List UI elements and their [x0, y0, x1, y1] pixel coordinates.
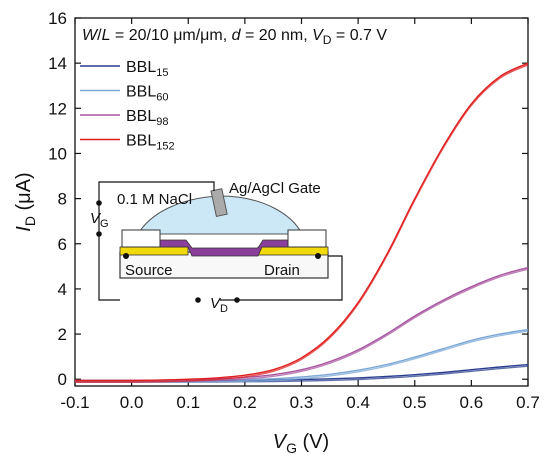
x-tick-label: 0.3	[290, 393, 314, 412]
series-line	[75, 266, 528, 382]
series-layer	[75, 62, 528, 383]
x-tick-label: 0.7	[516, 393, 540, 412]
source-terminal-dot	[123, 253, 129, 259]
series-line-trace	[75, 330, 528, 383]
x-tick-label: 0.6	[460, 393, 484, 412]
series-line	[75, 62, 528, 382]
y-tick-label: 0	[58, 370, 67, 389]
drain-label: Drain	[264, 262, 300, 279]
x-tick-label: 0.2	[233, 393, 257, 412]
x-tick-label: 0.0	[120, 393, 144, 412]
legend: BBL15 BBL60 BBL98 BBL152	[80, 59, 175, 153]
vd-node-left	[195, 297, 201, 303]
x-tick-label: 0.5	[403, 393, 427, 412]
vd-node-right	[234, 297, 240, 303]
y-tick-label: 4	[58, 280, 67, 299]
gate-node-top	[96, 200, 102, 206]
axis-ticks: -0.1 0.0 0.1 0.2 0.3 0.4 0.5 0.6 0.7 0 2 4 6 8 10 12 14 1…	[48, 9, 540, 412]
y-axis-title: ID (μA)	[13, 172, 38, 231]
x-axis-title: VG (V)	[273, 431, 329, 456]
y-tick-label: 16	[48, 9, 67, 28]
vd-label: VD	[210, 295, 228, 315]
x-tick-label: 0.4	[346, 393, 370, 412]
y-tick-label: 12	[48, 99, 67, 118]
y-tick-label: 8	[58, 190, 67, 209]
gate-wire	[98, 181, 215, 301]
y-tick-label: 6	[58, 235, 67, 254]
vg-label: VG	[90, 210, 109, 230]
condition-annotation: W/L = 20/10 μm/μm, d = 20 nm, VD = 0.7 V	[82, 27, 387, 47]
device-schematic-inset: 0.1 M NaCl Ag/AgCl Gate VG Source Drain …	[90, 180, 343, 315]
y-tick-label: 10	[48, 144, 67, 163]
series-line-trace	[75, 268, 528, 383]
y-tick-label: 14	[48, 54, 67, 73]
encapsulation-left	[121, 229, 161, 248]
source-contact	[119, 246, 189, 256]
gate-electrode	[210, 188, 228, 218]
electrolyte-label: 0.1 M NaCl	[117, 191, 192, 208]
x-tick-label: 0.1	[176, 393, 200, 412]
legend-label: BBL60	[126, 84, 169, 104]
encapsulation-right	[287, 229, 327, 248]
legend-label: BBL152	[126, 133, 175, 153]
legend-label: BBL98	[126, 108, 169, 128]
legend-label: BBL15	[126, 59, 169, 79]
gate-node-bottom	[96, 231, 102, 237]
substrate	[119, 251, 329, 279]
drain-wire	[220, 255, 343, 301]
source-label: Source	[125, 262, 173, 279]
y-tick-label: 2	[58, 325, 67, 344]
drain-terminal-dot	[315, 253, 321, 259]
series-line-trace	[75, 64, 528, 383]
x-tick-label: -0.1	[60, 393, 89, 412]
gate-label: Ag/AgCl Gate	[229, 180, 321, 197]
